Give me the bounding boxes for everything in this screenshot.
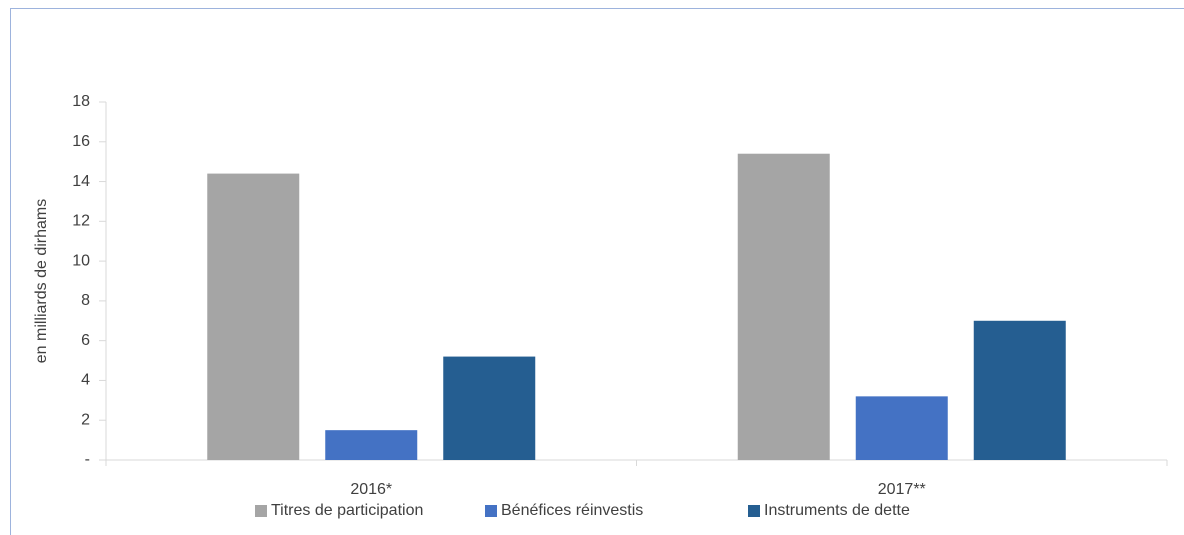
y-tick-label: 16: [72, 133, 90, 150]
y-tick-label: -: [85, 451, 90, 468]
y-axis-label: en milliards de dirhams: [33, 199, 50, 364]
legend-swatch: [748, 505, 760, 517]
y-tick-label: 18: [72, 93, 90, 110]
y-tick-label: 12: [72, 213, 90, 230]
chart-border: [10, 8, 1184, 535]
legend-label: Titres de participation: [271, 502, 423, 519]
y-tick-label: 4: [81, 372, 90, 389]
y-tick-label: 14: [72, 173, 90, 190]
y-tick-label: 8: [81, 292, 90, 309]
legend-label: Instruments de dette: [764, 502, 910, 519]
bar: [855, 396, 948, 460]
legend-swatch: [255, 505, 267, 517]
legend-label: Bénéfices réinvestis: [501, 502, 643, 519]
bar: [207, 173, 300, 460]
x-tick-label: 2017**: [878, 481, 926, 498]
y-tick-label: 2: [81, 411, 90, 428]
x-tick-label: 2016*: [350, 481, 392, 498]
legend-swatch: [485, 505, 497, 517]
y-tick-label: 10: [72, 252, 90, 269]
bar: [737, 153, 830, 460]
bar: [443, 356, 536, 460]
bar: [325, 430, 418, 460]
bar: [973, 320, 1066, 460]
y-tick-label: 6: [81, 332, 90, 349]
